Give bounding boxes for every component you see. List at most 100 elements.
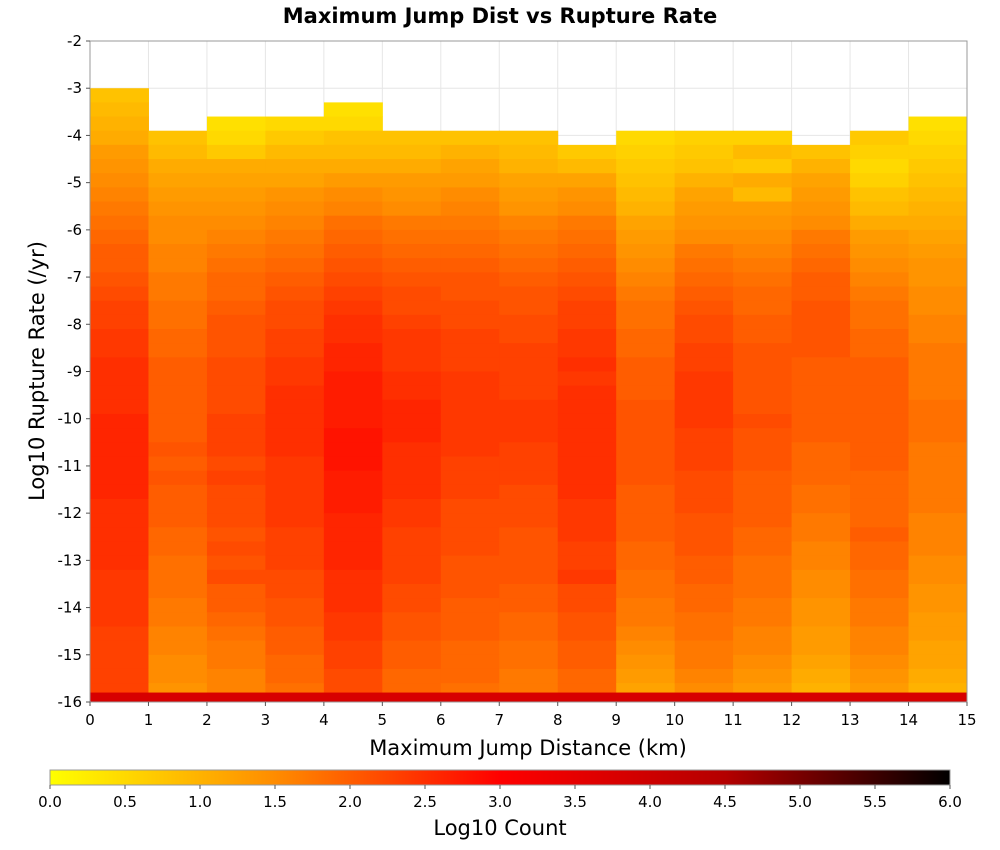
heatmap-cell bbox=[206, 527, 266, 542]
heatmap-cell bbox=[674, 272, 734, 288]
heatmap-cell bbox=[791, 343, 851, 358]
heatmap-cell bbox=[265, 357, 325, 372]
heatmap-cell bbox=[908, 187, 968, 203]
heatmap-cell bbox=[206, 385, 266, 401]
heatmap-cell bbox=[557, 626, 617, 642]
heatmap-cell bbox=[90, 513, 149, 528]
heatmap-cell bbox=[206, 513, 266, 528]
heatmap-cell bbox=[908, 428, 968, 443]
heatmap-cell bbox=[733, 130, 793, 146]
heatmap-cell bbox=[908, 668, 968, 684]
heatmap-cell bbox=[148, 541, 208, 557]
heatmap-cell bbox=[908, 159, 968, 174]
heatmap-cell bbox=[850, 569, 910, 585]
heatmap-cell bbox=[382, 612, 442, 627]
heatmap-cell bbox=[440, 300, 500, 316]
heatmap-cell bbox=[616, 314, 676, 330]
heatmap-cell bbox=[908, 399, 968, 415]
heatmap-cell bbox=[908, 329, 968, 344]
heatmap-cell bbox=[148, 286, 208, 302]
heatmap-cell bbox=[382, 272, 442, 288]
heatmap-cell bbox=[908, 286, 968, 302]
x-tick-label: 5 bbox=[378, 711, 388, 729]
heatmap-cell bbox=[850, 527, 910, 542]
heatmap-cell bbox=[382, 583, 442, 599]
heatmap-cell bbox=[206, 215, 266, 231]
heatmap-cell bbox=[616, 159, 676, 174]
heatmap-cell bbox=[148, 456, 208, 472]
heatmap-cell bbox=[90, 413, 149, 429]
heatmap-cell bbox=[382, 159, 442, 174]
heatmap-cell bbox=[674, 215, 734, 231]
heatmap-cell bbox=[499, 215, 559, 231]
heatmap-cell bbox=[206, 300, 266, 316]
heatmap-cell bbox=[791, 144, 851, 160]
heatmap-cell bbox=[265, 668, 325, 684]
heatmap-cell bbox=[148, 612, 208, 627]
heatmap-cell bbox=[557, 371, 617, 387]
heatmap-cell bbox=[148, 668, 208, 684]
heatmap-cell bbox=[674, 541, 734, 557]
heatmap-cell bbox=[791, 442, 851, 457]
heatmap-cell bbox=[382, 286, 442, 302]
heatmap-cell bbox=[908, 385, 968, 401]
heatmap-cell bbox=[499, 640, 559, 656]
heatmap-cell bbox=[323, 130, 383, 146]
heatmap-cell bbox=[616, 626, 676, 642]
heatmap-cell bbox=[323, 159, 383, 174]
heatmap-cell bbox=[499, 413, 559, 429]
y-tick-label: -15 bbox=[58, 646, 83, 664]
heatmap-cell bbox=[557, 343, 617, 358]
heatmap-cell bbox=[206, 470, 266, 486]
heatmap-cell bbox=[440, 130, 500, 146]
heatmap-cell bbox=[90, 215, 149, 231]
heatmap-cell bbox=[791, 300, 851, 316]
heatmap-cell bbox=[206, 357, 266, 372]
heatmap-cell bbox=[850, 399, 910, 415]
heatmap-cell bbox=[440, 541, 500, 557]
heatmap-cell bbox=[616, 541, 676, 557]
heatmap-cell bbox=[791, 258, 851, 273]
x-tick-label: 11 bbox=[724, 711, 743, 729]
heatmap-cell bbox=[733, 173, 793, 188]
heatmap-cell bbox=[206, 329, 266, 344]
heatmap-cell bbox=[733, 159, 793, 174]
heatmap-cell bbox=[908, 527, 968, 542]
heatmap-cell bbox=[90, 498, 149, 514]
heatmap-cell bbox=[265, 300, 325, 316]
heatmap-cell bbox=[616, 229, 676, 245]
heatmap-cell bbox=[440, 640, 500, 656]
heatmap-cell bbox=[557, 244, 617, 259]
x-tick-label: 12 bbox=[782, 711, 801, 729]
heatmap-cell bbox=[440, 159, 500, 174]
x-tick-label: 6 bbox=[436, 711, 446, 729]
heatmap-cell bbox=[382, 442, 442, 457]
heatmap-cell bbox=[148, 385, 208, 401]
heatmap-cell bbox=[323, 187, 383, 203]
heatmap-cell bbox=[148, 201, 208, 217]
heatmap-cell bbox=[733, 229, 793, 245]
y-tick-label: -10 bbox=[58, 410, 83, 428]
y-tick-label: -14 bbox=[58, 599, 83, 617]
heatmap-cell bbox=[382, 201, 442, 217]
heatmap-cell bbox=[148, 513, 208, 528]
heatmap-cell bbox=[674, 329, 734, 344]
heatmap-cell bbox=[791, 399, 851, 415]
heatmap-cell bbox=[382, 683, 442, 694]
heatmap-cell bbox=[733, 470, 793, 486]
y-tick-label: -9 bbox=[67, 363, 82, 381]
heatmap-cell bbox=[850, 286, 910, 302]
heatmap-cell bbox=[616, 413, 676, 429]
heatmap-cell bbox=[557, 498, 617, 514]
heatmap-cell bbox=[206, 668, 266, 684]
heatmap-cell bbox=[148, 244, 208, 259]
heatmap-cell bbox=[440, 555, 500, 571]
heatmap-cell bbox=[148, 640, 208, 656]
heatmap-cell bbox=[148, 583, 208, 599]
heatmap-cell bbox=[791, 244, 851, 259]
colorbar-tick-label: 5.0 bbox=[788, 793, 812, 811]
heatmap-cell bbox=[440, 229, 500, 245]
heatmap-cell bbox=[850, 215, 910, 231]
heatmap-cell bbox=[382, 484, 442, 500]
heatmap-cell bbox=[382, 428, 442, 443]
